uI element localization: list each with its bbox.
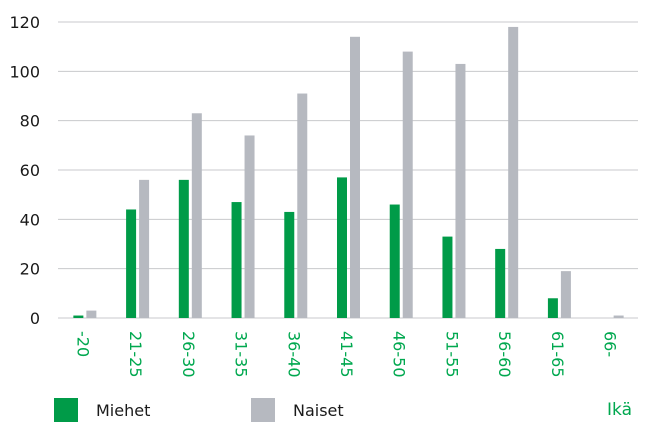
x-tick-label: 56-60 <box>495 331 514 378</box>
x-tick-label: 21-25 <box>126 331 145 378</box>
y-tick-label: 120 <box>9 13 40 32</box>
bar-miehet <box>126 209 137 318</box>
y-tick-label: 20 <box>20 260 40 279</box>
bar-miehet <box>73 315 84 318</box>
bar-naiset <box>191 113 202 319</box>
bar-naiset <box>455 63 466 318</box>
bars <box>73 26 624 319</box>
x-axis-label: Ikä <box>607 400 632 420</box>
x-tick-label: 66- <box>601 331 620 357</box>
x-tick-label: 26-30 <box>179 331 198 378</box>
bar-naiset <box>560 271 571 318</box>
legend-item-naiset: Naiset <box>251 398 344 422</box>
bar-miehet <box>389 204 400 318</box>
y-tick-label: 0 <box>30 309 40 328</box>
legend-label-naiset: Naiset <box>293 400 344 420</box>
bar-naiset <box>244 135 255 318</box>
x-tick-label: -20 <box>73 331 92 357</box>
bar-miehet <box>495 248 506 318</box>
bar-miehet <box>284 211 295 318</box>
x-tick-label: 61-65 <box>548 331 567 378</box>
legend-swatch-miehet <box>54 398 78 422</box>
bar-miehet <box>231 202 242 318</box>
bar-naiset <box>139 179 150 318</box>
gridlines <box>58 21 638 319</box>
bar-naiset <box>402 51 413 318</box>
x-tick-label: 36-40 <box>284 331 303 378</box>
bar-miehet <box>547 298 558 318</box>
y-tick-label: 100 <box>9 62 40 81</box>
bar-miehet <box>337 177 347 318</box>
bar-naiset <box>297 93 308 319</box>
x-tick-label: 41-45 <box>337 331 356 378</box>
bar-naiset <box>508 26 519 319</box>
x-axis-ticks: -20 21-25 26-30 31-35 36-40 41-45 46-50 51-55 56… <box>73 331 619 378</box>
bar-naiset <box>86 310 97 318</box>
x-tick-label: 31-35 <box>232 331 251 378</box>
bar-naiset <box>613 315 624 318</box>
legend-swatch-naiset <box>251 398 275 422</box>
legend-item-miehet: Miehet <box>54 398 150 422</box>
y-tick-label: 60 <box>20 161 40 180</box>
bar-miehet <box>442 236 453 318</box>
x-tick-label: 46-50 <box>390 331 409 378</box>
legend-label-miehet: Miehet <box>96 400 151 420</box>
bar-naiset <box>350 36 360 319</box>
y-tick-label: 80 <box>20 112 40 131</box>
y-tick-label: 40 <box>20 210 40 229</box>
bar-miehet <box>178 179 189 318</box>
x-tick-label: 51-55 <box>442 331 461 378</box>
y-axis-ticks: 0 20 40 60 80 100 120 <box>9 13 40 328</box>
